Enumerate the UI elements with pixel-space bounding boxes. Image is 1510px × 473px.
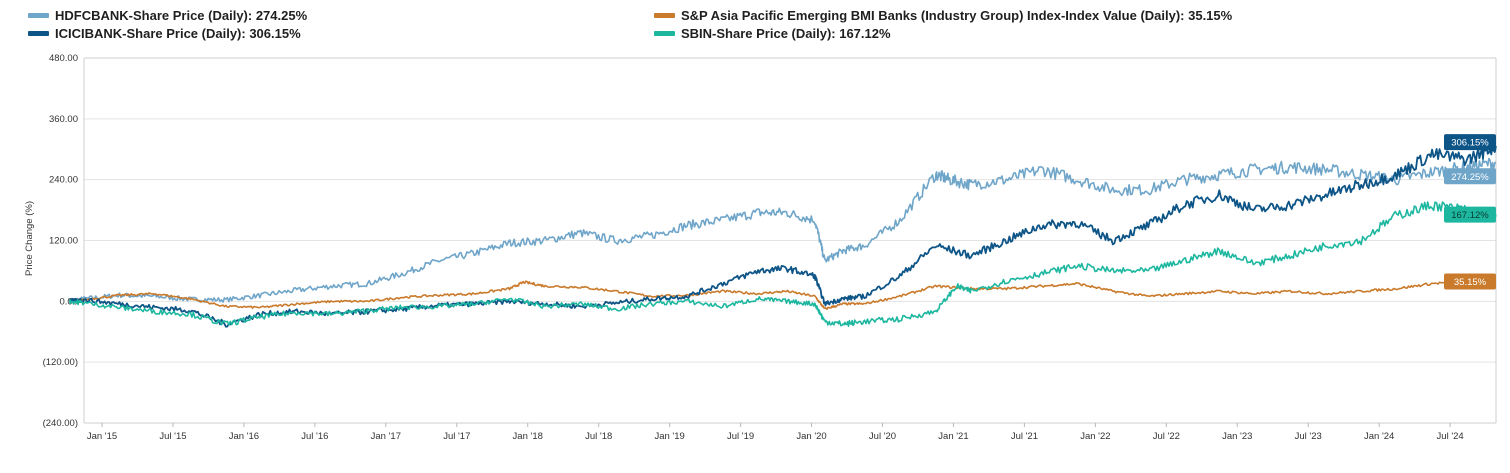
x-tick-label: Jul '21 [1011, 431, 1038, 442]
end-value-flag-box [1444, 168, 1496, 185]
end-value-label: 306.15% [1451, 138, 1489, 149]
legend-item-hdfcbank[interactable]: HDFCBANK-Share Price (Daily): 274.25% [28, 8, 307, 23]
x-tick-label: Jan '24 [1364, 431, 1394, 442]
y-tick-label: (240.00) [43, 418, 78, 429]
series-line-s-p-asia-pacific-emerging-bmi-banks [69, 279, 1497, 310]
series-line-icicibank [68, 145, 1497, 328]
y-tick-label: (120.00) [43, 357, 78, 368]
y-tick-label: 240.00 [49, 175, 78, 186]
legend-item-icicibank[interactable]: ICICIBANK-Share Price (Daily): 306.15% [28, 26, 301, 41]
legend-swatch-sp-index [654, 13, 675, 18]
legend: HDFCBANK-Share Price (Daily): 274.25% IC… [28, 8, 1488, 44]
x-tick-label: Jan '15 [87, 431, 117, 442]
end-value-flag-box [1444, 206, 1496, 223]
end-value-flag: 274.25% [1444, 168, 1496, 185]
series-line-hdfcbank [69, 157, 1497, 304]
x-tick-label: Jul '24 [1437, 431, 1464, 442]
end-value-label: 167.12% [1451, 210, 1489, 221]
end-value-flag-box [1444, 134, 1496, 151]
x-tick-label: Jul '19 [727, 431, 754, 442]
legend-swatch-hdfcbank [28, 13, 49, 18]
legend-swatch-sbin [654, 31, 675, 36]
end-value-flag: 167.12% [1444, 206, 1496, 223]
x-tick-label: Jul '15 [159, 431, 186, 442]
legend-item-sp-index[interactable]: S&P Asia Pacific Emerging BMI Banks (Ind… [654, 8, 1232, 23]
end-value-flag-box [1444, 273, 1496, 290]
x-tick-label: Jan '20 [796, 431, 826, 442]
y-tick-label: 0.00 [60, 296, 79, 307]
legend-label-icicibank: ICICIBANK-Share Price (Daily): 306.15% [55, 26, 301, 41]
x-tick-label: Jan '16 [229, 431, 259, 442]
y-tick-label: 480.00 [49, 53, 78, 64]
end-value-flag: 306.15% [1444, 134, 1496, 151]
x-tick-label: Jan '19 [654, 431, 684, 442]
x-tick-label: Jul '17 [443, 431, 470, 442]
x-tick-label: Jan '23 [1222, 431, 1252, 442]
end-value-label: 274.25% [1451, 172, 1489, 183]
legend-item-sbin[interactable]: SBIN-Share Price (Daily): 167.12% [654, 26, 891, 41]
y-tick-label: 360.00 [49, 114, 78, 125]
legend-swatch-icicibank [28, 31, 49, 36]
x-tick-label: Jul '16 [301, 431, 328, 442]
y-tick-label: 120.00 [49, 236, 78, 247]
end-value-label: 35.15% [1454, 277, 1487, 288]
x-tick-label: Jul '18 [585, 431, 612, 442]
x-tick-label: Jan '18 [513, 431, 543, 442]
legend-label-hdfcbank: HDFCBANK-Share Price (Daily): 274.25% [55, 8, 308, 23]
end-value-flag: 35.15% [1444, 273, 1496, 290]
x-tick-label: Jul '23 [1295, 431, 1322, 442]
series-line-sbin [69, 201, 1497, 328]
legend-label-sbin: SBIN-Share Price (Daily): 167.12% [681, 26, 891, 41]
y-axis-title: Price Change (%) [24, 201, 35, 276]
x-tick-label: Jul '20 [869, 431, 896, 442]
x-tick-label: Jan '21 [938, 431, 968, 442]
x-tick-label: Jan '22 [1080, 431, 1110, 442]
x-tick-label: Jul '22 [1153, 431, 1180, 442]
x-tick-label: Jan '17 [371, 431, 401, 442]
legend-label-sp-index: S&P Asia Pacific Emerging BMI Banks (Ind… [681, 8, 1233, 23]
